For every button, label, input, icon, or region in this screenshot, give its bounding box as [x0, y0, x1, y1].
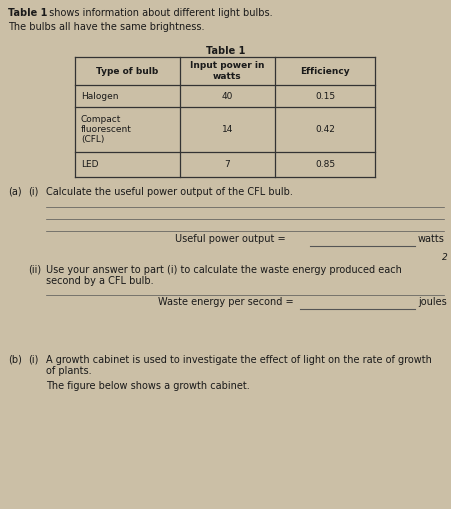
- Text: The bulbs all have the same brightness.: The bulbs all have the same brightness.: [8, 22, 204, 32]
- Text: of plants.: of plants.: [46, 366, 92, 376]
- Text: 0.85: 0.85: [314, 160, 334, 169]
- Text: 0.42: 0.42: [314, 125, 334, 134]
- Bar: [75, 57, 374, 177]
- Text: 14: 14: [221, 125, 233, 134]
- Text: Table 1: Table 1: [206, 46, 245, 56]
- Text: Type of bulb: Type of bulb: [96, 67, 158, 75]
- Text: Input power in
watts: Input power in watts: [190, 61, 264, 81]
- Text: Use your answer to part (i) to calculate the waste energy produced each: Use your answer to part (i) to calculate…: [46, 265, 401, 275]
- Text: LED: LED: [81, 160, 98, 169]
- Text: 7: 7: [224, 160, 230, 169]
- Text: Useful power output =: Useful power output =: [175, 234, 288, 244]
- Text: Waste energy per second =: Waste energy per second =: [158, 297, 296, 307]
- Text: 2: 2: [441, 253, 447, 262]
- Text: (i): (i): [28, 187, 38, 197]
- Text: The figure below shows a growth cabinet.: The figure below shows a growth cabinet.: [46, 381, 249, 391]
- Text: joules: joules: [417, 297, 446, 307]
- Text: (b): (b): [8, 355, 22, 365]
- Text: (a): (a): [8, 187, 22, 197]
- Text: Halogen: Halogen: [81, 92, 118, 100]
- Text: (i): (i): [28, 355, 38, 365]
- Text: Compact
fluorescent
(CFL): Compact fluorescent (CFL): [81, 115, 132, 145]
- Text: (ii): (ii): [28, 265, 41, 275]
- Text: watts: watts: [417, 234, 444, 244]
- Text: 0.15: 0.15: [314, 92, 334, 100]
- Text: Table 1: Table 1: [8, 8, 47, 18]
- Text: shows information about different light bulbs.: shows information about different light …: [46, 8, 272, 18]
- Text: second by a CFL bulb.: second by a CFL bulb.: [46, 276, 153, 286]
- Text: Calculate the useful power output of the CFL bulb.: Calculate the useful power output of the…: [46, 187, 292, 197]
- Text: A growth cabinet is used to investigate the effect of light on the rate of growt: A growth cabinet is used to investigate …: [46, 355, 431, 365]
- Text: Efficiency: Efficiency: [299, 67, 349, 75]
- Text: 40: 40: [221, 92, 233, 100]
